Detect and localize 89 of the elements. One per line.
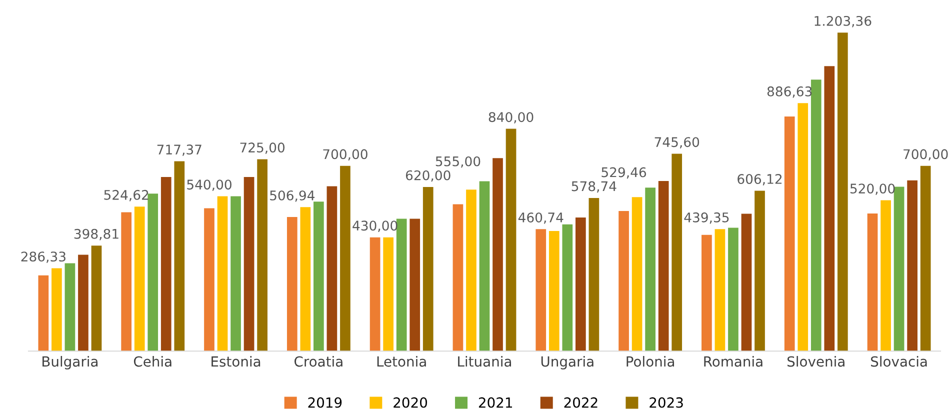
bar xyxy=(536,229,546,352)
data-label: 555,00 xyxy=(436,156,480,168)
x-tick-label: Lituania xyxy=(458,356,512,367)
legend-label: 2023 xyxy=(650,397,683,408)
bar xyxy=(326,186,338,352)
bar xyxy=(824,66,835,352)
data-label: 700,00 xyxy=(323,149,368,160)
data-label: 745,60 xyxy=(654,137,700,148)
bar xyxy=(370,237,380,352)
data-label: 620,00 xyxy=(406,170,450,182)
bar xyxy=(741,214,752,352)
bar xyxy=(148,194,158,352)
bar xyxy=(121,212,132,352)
bar xyxy=(880,200,891,352)
bar xyxy=(134,206,145,352)
x-tick-label: Slovacia xyxy=(871,356,927,367)
bar xyxy=(204,208,214,352)
data-label: 578,74 xyxy=(572,181,616,193)
bar xyxy=(506,128,516,352)
bar xyxy=(548,230,560,352)
bar xyxy=(52,268,62,352)
data-label: 540,00 xyxy=(187,180,232,191)
bar xyxy=(78,254,88,352)
bar xyxy=(837,32,848,352)
bar xyxy=(907,180,918,352)
bar xyxy=(702,234,712,352)
bar xyxy=(383,237,394,352)
bar xyxy=(257,159,268,352)
bar xyxy=(340,166,350,352)
bar xyxy=(867,214,878,352)
bar xyxy=(672,154,682,352)
legend-label: 2022 xyxy=(564,397,598,408)
x-tick-label: Ungaria xyxy=(541,356,594,370)
bar xyxy=(658,180,669,352)
data-label: 1.203,36 xyxy=(814,16,872,28)
bar xyxy=(576,217,586,352)
legend-label: 2019 xyxy=(308,397,342,408)
data-label: 606,12 xyxy=(738,174,782,186)
bar xyxy=(174,161,185,352)
bar xyxy=(422,187,434,352)
bar xyxy=(160,176,172,352)
x-tick-label: Estonia xyxy=(212,356,260,367)
bar xyxy=(632,197,642,352)
bar xyxy=(314,202,324,352)
data-label: 398,81 xyxy=(74,228,118,240)
data-label: 460,74 xyxy=(518,212,564,224)
bar xyxy=(64,263,76,352)
x-tick-label: Croatia xyxy=(294,356,342,367)
bar xyxy=(588,198,600,352)
x-tick-label: Letonia xyxy=(377,356,426,367)
bar xyxy=(479,181,490,352)
bar xyxy=(217,196,228,352)
bar xyxy=(894,186,904,352)
data-label: 717,37 xyxy=(157,144,202,156)
bar xyxy=(244,176,254,352)
bar xyxy=(286,216,298,352)
bar xyxy=(728,228,738,352)
data-label: 529,46 xyxy=(602,167,646,179)
data-label: 506,94 xyxy=(270,190,314,202)
bar xyxy=(714,229,726,352)
bar xyxy=(798,103,808,352)
bar xyxy=(784,116,795,352)
data-label: 439,35 xyxy=(684,212,729,224)
x-tick-label: Bulgaria xyxy=(42,356,98,370)
x-tick-label: Romania xyxy=(704,356,762,367)
bar xyxy=(300,207,311,352)
bar xyxy=(810,80,822,352)
data-label: 286,33 xyxy=(21,252,66,263)
bar xyxy=(230,196,241,352)
bar xyxy=(452,204,464,352)
bar xyxy=(920,166,931,352)
bar xyxy=(618,210,629,352)
x-tick-label: Polonia xyxy=(626,356,674,367)
data-label: 840,00 xyxy=(488,112,534,124)
bar xyxy=(492,158,503,352)
bar xyxy=(396,218,407,352)
data-label: 725,00 xyxy=(240,142,285,154)
bar xyxy=(410,218,420,352)
bar xyxy=(91,246,102,352)
x-tick-label: Cehia xyxy=(134,356,172,367)
x-tick-label: Slovenia xyxy=(787,356,844,367)
legend-label: 2020 xyxy=(394,397,428,408)
bar xyxy=(38,275,49,352)
legend-label: 2021 xyxy=(478,397,512,408)
bar xyxy=(562,224,573,352)
bar xyxy=(466,190,476,352)
bar xyxy=(645,188,656,352)
bar xyxy=(754,190,765,352)
data-label: 700,00 xyxy=(904,149,948,160)
